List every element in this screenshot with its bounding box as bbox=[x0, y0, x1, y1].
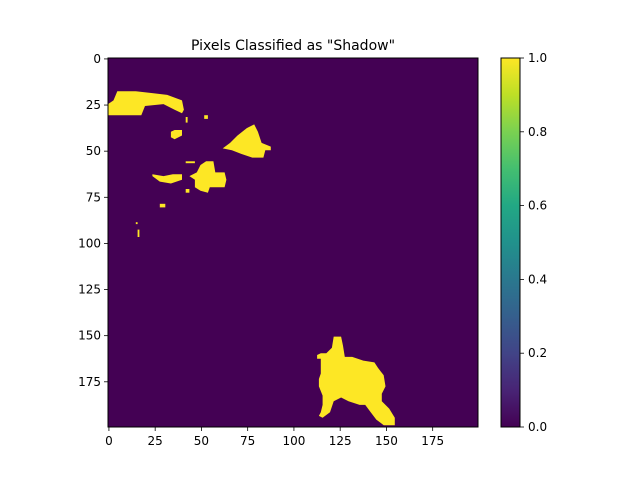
shadow-region-small-dot-d bbox=[185, 161, 195, 164]
shadow-region-top-triangle bbox=[222, 124, 271, 158]
y-tick-label: 0 bbox=[93, 52, 101, 66]
chart-title: Pixels Classified as "Shadow" bbox=[191, 38, 395, 54]
colorbar: 0.0 0.2 0.4 0.6 0.8 1.0 bbox=[500, 51, 547, 434]
heatmap-plot-area bbox=[107, 57, 479, 428]
y-tick-label: 150 bbox=[78, 329, 101, 343]
x-tick-label: 125 bbox=[329, 434, 352, 448]
y-tick-label: 50 bbox=[86, 144, 101, 158]
y-tick-label: 125 bbox=[78, 283, 101, 297]
x-tick-label: 75 bbox=[240, 434, 255, 448]
plot-frame bbox=[107, 57, 479, 428]
shadow-region-small-blob-a bbox=[170, 130, 182, 140]
x-tick-label: 150 bbox=[375, 434, 398, 448]
shadow-region-small-dot-f bbox=[185, 189, 190, 193]
y-tick-label: 100 bbox=[78, 236, 101, 250]
x-tick-label: 100 bbox=[282, 434, 305, 448]
y-axis: 0 25 50 75 100 125 150 175 bbox=[78, 52, 108, 389]
colorbar-tick-label: 0.2 bbox=[528, 346, 547, 360]
shadow-region-top-left-streak bbox=[108, 91, 184, 116]
shadow-region-small-dot-e bbox=[159, 203, 166, 208]
shadow-region-small-dot-c bbox=[204, 115, 208, 119]
shadow-region-mid-blob bbox=[189, 161, 227, 193]
y-tick-label: 75 bbox=[86, 190, 101, 204]
x-tick-label: 50 bbox=[194, 434, 209, 448]
colorbar-tick-label: 1.0 bbox=[528, 51, 547, 65]
colorbar-tick-label: 0.6 bbox=[528, 199, 547, 213]
y-tick-label: 25 bbox=[86, 98, 101, 112]
colorbar-gradient bbox=[500, 57, 521, 428]
shadow-region-tiny-line-h bbox=[137, 229, 140, 237]
y-tick-label: 175 bbox=[78, 375, 101, 389]
x-tick-label: 175 bbox=[421, 434, 444, 448]
colorbar-tick-label: 0.0 bbox=[528, 420, 547, 434]
colorbar-tick-label: 0.8 bbox=[528, 125, 547, 139]
x-tick-label: 0 bbox=[105, 434, 113, 448]
x-tick-label: 25 bbox=[148, 434, 163, 448]
shadow-region-small-dot-b bbox=[185, 117, 188, 123]
shadow-region-tiny-line-g bbox=[135, 222, 138, 225]
x-axis: 0 25 50 75 100 125 150 175 bbox=[105, 427, 444, 448]
colorbar-tick-label: 0.4 bbox=[528, 272, 547, 286]
heatmap-background bbox=[108, 58, 478, 427]
shadow-region-left-streak bbox=[152, 174, 182, 184]
shadow-region-bottom-blob bbox=[317, 336, 395, 426]
